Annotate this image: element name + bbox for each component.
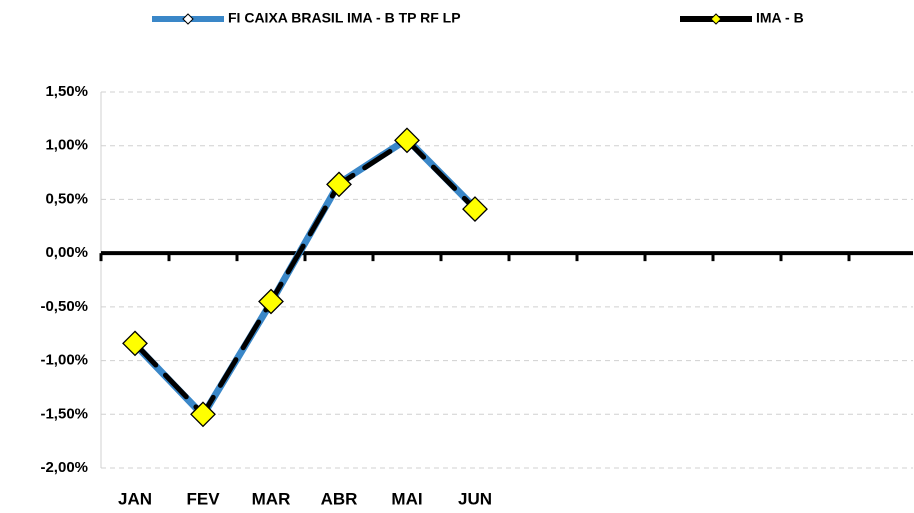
y-tick-label: 1,00% (45, 137, 88, 154)
series-line (132, 137, 478, 419)
y-tick-label: 0,50% (45, 190, 88, 207)
point-marker (122, 330, 148, 357)
legend-marker (182, 13, 194, 25)
legend-marker (710, 13, 722, 25)
y-tick-label: -1,00% (40, 352, 88, 369)
y-tick-label: 0,00% (45, 244, 88, 261)
y-tick-label: -0,50% (40, 298, 88, 315)
point-marker (258, 288, 284, 315)
point-marker (326, 171, 352, 198)
y-tick-label: -2,00% (40, 459, 88, 476)
x-tick-label: JAN (118, 489, 152, 508)
legend-label: IMA - B (756, 10, 804, 26)
x-tick-label: JUN (458, 489, 492, 508)
x-tick-label: FEV (186, 489, 220, 508)
legend-label: FI CAIXA BRASIL IMA - B TP RF LP (228, 10, 461, 26)
y-tick-label: 1,50% (45, 83, 88, 100)
point-marker (462, 196, 488, 223)
series-line (131, 134, 479, 422)
x-tick-label: MAR (252, 489, 291, 508)
y-tick-label: -1,50% (40, 405, 88, 422)
point-marker (394, 127, 420, 154)
point-marker (190, 401, 216, 428)
x-tick-label: MAI (391, 489, 422, 508)
x-tick-label: ABR (321, 489, 358, 508)
